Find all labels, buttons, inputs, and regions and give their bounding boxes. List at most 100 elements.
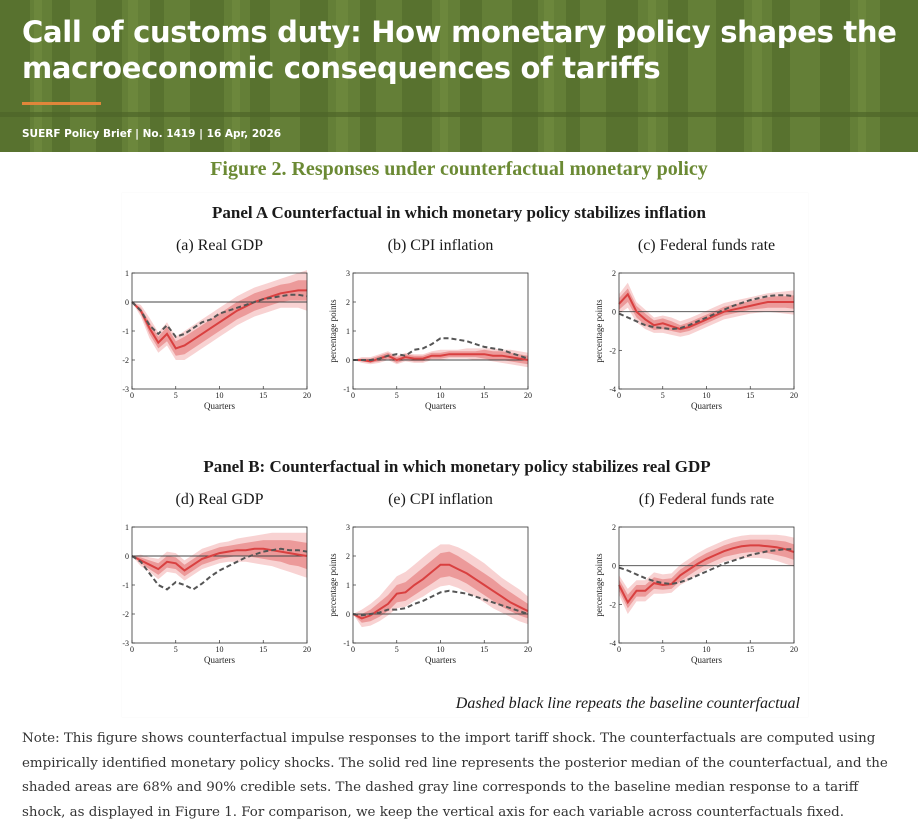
chart-c-band-90: [619, 282, 794, 337]
chart-e-band-90: [353, 544, 528, 628]
chart-f-xtick-label: 20: [790, 645, 798, 654]
chart-d-ytick-label: 1: [125, 523, 129, 532]
chart-e-title: (e) CPI inflation: [388, 491, 493, 508]
chart-b-xtick-label: 0: [351, 391, 355, 400]
chart-a-xtick-label: 0: [130, 391, 134, 400]
chart-b-ytick-label: 0: [346, 356, 350, 365]
chart-c-xtick-label: 0: [617, 391, 621, 400]
chart-e-ylabel: percentage points: [328, 553, 338, 617]
chart-f-baseline-line: [618, 548, 794, 586]
chart-c-ytick-label: -4: [609, 385, 616, 394]
chart-d-ytick-label: 0: [125, 552, 129, 561]
chart-e-ytick-label: 0: [346, 610, 350, 619]
chart-e-xtick-label: 5: [395, 645, 399, 654]
impulse-response-charts: Panel A Counterfactual in which monetary…: [122, 203, 801, 712]
chart-e-xtick-label: 20: [524, 645, 532, 654]
article-meta: SUERF Policy Brief | No. 1419 | 16 Apr, …: [22, 128, 282, 140]
chart-c-ytick-label: 2: [612, 269, 616, 278]
figure-caption: Dashed black line repeats the baseline c…: [455, 695, 801, 712]
chart-f-ytick-label: 2: [612, 523, 616, 532]
chart-a-xtick-label: 5: [174, 391, 178, 400]
chart-d-xtick-label: 0: [130, 645, 134, 654]
chart-a-xtick-label: 15: [259, 391, 267, 400]
chart-e-xlabel: Quarters: [425, 655, 456, 665]
page-header: Call of customs duty: How monetary polic…: [0, 0, 918, 152]
chart-e-xtick-label: 10: [437, 645, 445, 654]
chart-a-title: (a) Real GDP: [176, 237, 263, 254]
chart-b-xtick-label: 5: [395, 391, 399, 400]
article-title: Call of customs duty: How monetary polic…: [22, 15, 897, 85]
chart-c-band-68: [619, 288, 794, 333]
chart-a-band-68: [132, 280, 307, 356]
chart-b-ytick-label: -1: [343, 385, 350, 394]
chart-e-baseline-line: [352, 589, 529, 617]
chart-c-ylabel: percentage points: [594, 299, 604, 363]
chart-a: (a) Real GDP05101520-3-2-101Quartersperc…: [122, 237, 311, 411]
chart-d-baseline-line: [131, 547, 308, 591]
chart-c-title: (c) Federal funds rate: [638, 237, 775, 254]
chart-a-baseline-line: [131, 293, 308, 338]
chart-e-ytick-label: 1: [346, 581, 350, 590]
chart-d-xtick-label: 10: [216, 645, 224, 654]
chart-a-ytick-label: 1: [125, 269, 129, 278]
chart-b-xlabel: Quarters: [425, 401, 456, 411]
chart-f-xtick-label: 15: [746, 645, 754, 654]
chart-c-xtick-label: 5: [661, 391, 665, 400]
chart-b-title: (b) CPI inflation: [388, 237, 494, 254]
chart-f-xtick-label: 5: [661, 645, 665, 654]
chart-b-ytick-label: 1: [346, 327, 350, 336]
chart-e-xtick-label: 15: [480, 645, 488, 654]
chart-f-xtick-label: 0: [617, 645, 621, 654]
chart-f-median-line: [618, 544, 795, 605]
chart-c-frame: [618, 272, 795, 390]
chart-f-xlabel: Quarters: [691, 655, 722, 665]
chart-c-xtick-label: 10: [703, 391, 711, 400]
chart-f-title: (f) Federal funds rate: [639, 491, 775, 508]
charts-layer: (a) Real GDP05101520-3-2-101Quartersperc…: [122, 237, 798, 665]
chart-e-xtick-label: 0: [351, 645, 355, 654]
chart-d-ytick-label: -1: [122, 581, 129, 590]
chart-d-median-line: [131, 547, 308, 572]
chart-a-median-line: [131, 289, 307, 350]
chart-e-ytick-label: 2: [346, 552, 350, 561]
chart-c-xlabel: Quarters: [691, 401, 722, 411]
chart-b-xtick-label: 15: [480, 391, 488, 400]
chart-d-title: (d) Real GDP: [176, 491, 264, 508]
chart-f-ytick-label: -2: [609, 600, 616, 609]
chart-a-ytick-label: -3: [122, 385, 129, 394]
chart-e-median-line: [352, 563, 529, 620]
chart-c: (c) Federal funds rate 0 5 10 15 20 -4 -2 0 2 Quar…: [594, 237, 798, 411]
chart-e-ytick-label: 3: [346, 523, 350, 532]
chart-f-ytick-label: -4: [609, 639, 616, 648]
chart-b-xtick-label: 10: [437, 391, 445, 400]
chart-c-median-line: [618, 292, 794, 331]
figure-image: Panel A Counterfactual in which monetary…: [122, 193, 808, 717]
chart-b-ylabel: percentage points: [328, 299, 338, 363]
chart-a-xtick-label: 20: [303, 391, 311, 400]
chart-d-xtick-label: 15: [259, 645, 267, 654]
chart-e-ytick-label: -1: [343, 639, 350, 648]
chart-f-xtick-label: 10: [703, 645, 711, 654]
chart-d: (d) Real GDP05101520-3-2-101Quartersperc…: [122, 491, 311, 665]
chart-b-frame: [352, 272, 529, 390]
chart-f: (f) Federal funds rate 0 5 10 15 20 -4 -2 0 2 Quar…: [594, 491, 798, 665]
bookshelf-background-image: [0, 0, 918, 152]
figure-title: Figure 2. Responses under counterfactual…: [210, 158, 708, 180]
panel-a-title: Panel A Counterfactual in which monetary…: [212, 203, 706, 222]
chart-d-xlabel: Quarters: [204, 655, 235, 665]
chart-b-ytick-label: 2: [346, 298, 350, 307]
chart-c-xtick-label: 15: [746, 391, 754, 400]
title-accent-rule: [22, 102, 101, 105]
chart-b-ytick-label: 3: [346, 269, 350, 278]
chart-c-ytick-label: -2: [609, 346, 616, 355]
chart-a-ytick-label: 0: [125, 298, 129, 307]
figure-note: Note: This figure shows counterfactual i…: [22, 731, 888, 820]
panel-b-title: Panel B: Counterfactual in which monetar…: [203, 457, 710, 476]
chart-c-baseline-line: [618, 294, 795, 331]
chart-b-median-line: [353, 353, 529, 363]
chart-f-ylabel: percentage points: [594, 553, 604, 617]
chart-a-ytick-label: -2: [122, 356, 129, 365]
chart-f-ytick-label: 0: [612, 562, 616, 571]
